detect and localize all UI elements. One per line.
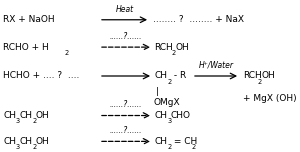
Text: RX + NaOH: RX + NaOH	[3, 15, 55, 24]
Text: OH: OH	[176, 43, 189, 52]
Text: OH: OH	[262, 71, 275, 81]
Text: + MgX (OH): + MgX (OH)	[243, 93, 297, 103]
Text: CH: CH	[3, 111, 16, 120]
Text: RCH: RCH	[243, 71, 262, 81]
Text: Heat: Heat	[116, 5, 134, 14]
Text: 2: 2	[64, 50, 69, 56]
Text: ......?......: ......?......	[110, 100, 142, 109]
Text: RCHO + H: RCHO + H	[3, 43, 49, 52]
Text: = CH: = CH	[171, 137, 197, 146]
Text: CH: CH	[154, 111, 167, 120]
Text: OH: OH	[36, 111, 50, 120]
Text: HCHO + .... ?  ....: HCHO + .... ? ....	[3, 71, 80, 81]
Text: CH: CH	[154, 137, 167, 146]
Text: RCH: RCH	[154, 43, 173, 52]
Text: OH: OH	[36, 137, 50, 146]
Text: CH: CH	[3, 137, 16, 146]
Text: 2: 2	[258, 79, 262, 85]
Text: ........ ?  ........ + NaX: ........ ? ........ + NaX	[153, 15, 244, 24]
Text: 2: 2	[32, 144, 37, 150]
Text: CH: CH	[20, 111, 33, 120]
Text: CH: CH	[20, 137, 33, 146]
Text: 3: 3	[16, 118, 20, 124]
Text: 2: 2	[191, 144, 196, 150]
Text: 3: 3	[167, 118, 172, 124]
Text: H⁺/Water: H⁺/Water	[199, 61, 233, 70]
Text: OMgX: OMgX	[153, 98, 180, 107]
Text: ......?......: ......?......	[110, 32, 142, 41]
Text: 2: 2	[167, 79, 172, 85]
Text: ......?......: ......?......	[110, 126, 142, 135]
Text: CHO: CHO	[171, 111, 191, 120]
Text: 2: 2	[172, 50, 176, 56]
Text: CH: CH	[154, 71, 167, 81]
Text: 2: 2	[32, 118, 37, 124]
Text: 2: 2	[167, 144, 172, 150]
Text: |: |	[156, 87, 159, 97]
Text: - R: - R	[171, 71, 186, 81]
Text: 3: 3	[16, 144, 20, 150]
